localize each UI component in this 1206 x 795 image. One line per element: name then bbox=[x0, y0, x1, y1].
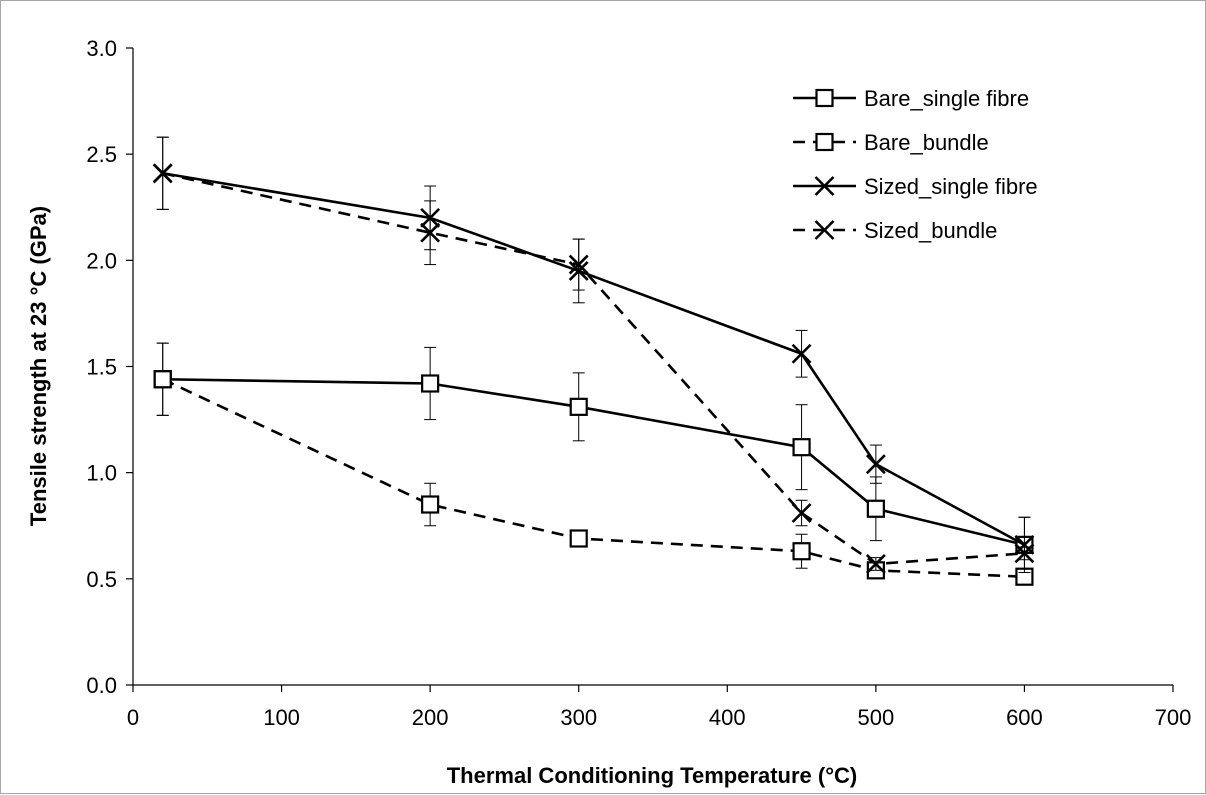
marker-x bbox=[420, 222, 441, 243]
marker-x bbox=[814, 220, 835, 240]
series-3 bbox=[152, 136, 1035, 573]
x-tick-label: 500 bbox=[857, 705, 894, 730]
marker-x bbox=[1014, 543, 1035, 564]
axes: 0.0 0.5 1.0 1.5 2.0 2.5 3.0 0 100 200 300 400 500 600… bbox=[86, 36, 1191, 730]
marker-x-stroke bbox=[865, 454, 886, 475]
marker-square bbox=[866, 499, 885, 518]
legend-label: Bare_single fibre bbox=[864, 86, 1029, 111]
y-tick-label: 1.0 bbox=[86, 461, 117, 486]
marker-x bbox=[814, 176, 835, 196]
marker-x-stroke bbox=[791, 343, 812, 364]
y-tick-label: 2.5 bbox=[86, 142, 117, 167]
marker-square bbox=[815, 132, 834, 152]
x-tick-label: 200 bbox=[412, 705, 449, 730]
marker-square bbox=[792, 438, 811, 457]
x-tick-label: 300 bbox=[560, 705, 597, 730]
x-tick-label: 700 bbox=[1155, 705, 1192, 730]
marker-x-stroke bbox=[568, 254, 589, 275]
marker-x-stroke bbox=[814, 176, 835, 196]
x-tick-label: 0 bbox=[127, 705, 139, 730]
series-2 bbox=[153, 342, 1034, 586]
y-axis-title: Tensile strength at 23 °C (GPa) bbox=[26, 206, 51, 526]
y-tick-label: 1.5 bbox=[86, 355, 117, 380]
series-4 bbox=[152, 136, 1035, 574]
legend-item: Bare_single fibre bbox=[793, 86, 1029, 111]
y-tick-label: 0.0 bbox=[86, 673, 117, 698]
legend-label: Sized_bundle bbox=[864, 218, 997, 243]
marker-square bbox=[153, 370, 172, 389]
marker-square bbox=[815, 88, 834, 108]
x-tick-label: 100 bbox=[263, 705, 300, 730]
marker-x-stroke bbox=[420, 222, 441, 243]
x-tick-label: 600 bbox=[1006, 705, 1043, 730]
marker-x-stroke bbox=[814, 220, 835, 240]
marker-x-stroke bbox=[865, 554, 886, 574]
series-line bbox=[162, 172, 1025, 566]
marker-square bbox=[792, 542, 811, 561]
marker-x bbox=[865, 554, 886, 574]
series-line bbox=[162, 377, 1025, 547]
marker-x-stroke bbox=[1014, 543, 1035, 564]
marker-square bbox=[569, 529, 588, 548]
marker-x bbox=[152, 163, 173, 184]
marker-x bbox=[791, 503, 812, 523]
legend-item: Sized_single fibre bbox=[793, 174, 1038, 199]
marker-square bbox=[421, 374, 440, 393]
y-tick-label: 2.0 bbox=[86, 248, 117, 273]
y-tick-label: 3.0 bbox=[86, 36, 117, 61]
marker-x-stroke bbox=[791, 503, 812, 523]
marker-square bbox=[569, 397, 588, 416]
legend-label: Bare_bundle bbox=[864, 130, 989, 155]
legend-label: Sized_single fibre bbox=[864, 174, 1038, 199]
legend-item: Bare_bundle bbox=[793, 130, 989, 155]
y-tick-label: 0.5 bbox=[86, 567, 117, 592]
series-line bbox=[162, 378, 1025, 579]
marker-x bbox=[568, 254, 589, 275]
legend-item: Sized_bundle bbox=[793, 218, 997, 243]
legend: Bare_single fibre Bare_bundle Sized_single… bbox=[793, 86, 1038, 243]
marker-x-stroke bbox=[1014, 534, 1035, 555]
series-line bbox=[162, 171, 1026, 547]
marker-x bbox=[1014, 534, 1035, 555]
marker-x bbox=[865, 454, 886, 475]
x-tick-label: 400 bbox=[709, 705, 746, 730]
series-layer bbox=[152, 136, 1035, 586]
x-axis-title: Thermal Conditioning Temperature (°C) bbox=[447, 763, 858, 788]
marker-square bbox=[421, 495, 440, 514]
marker-x bbox=[791, 343, 812, 364]
marker-x-stroke bbox=[152, 163, 173, 184]
